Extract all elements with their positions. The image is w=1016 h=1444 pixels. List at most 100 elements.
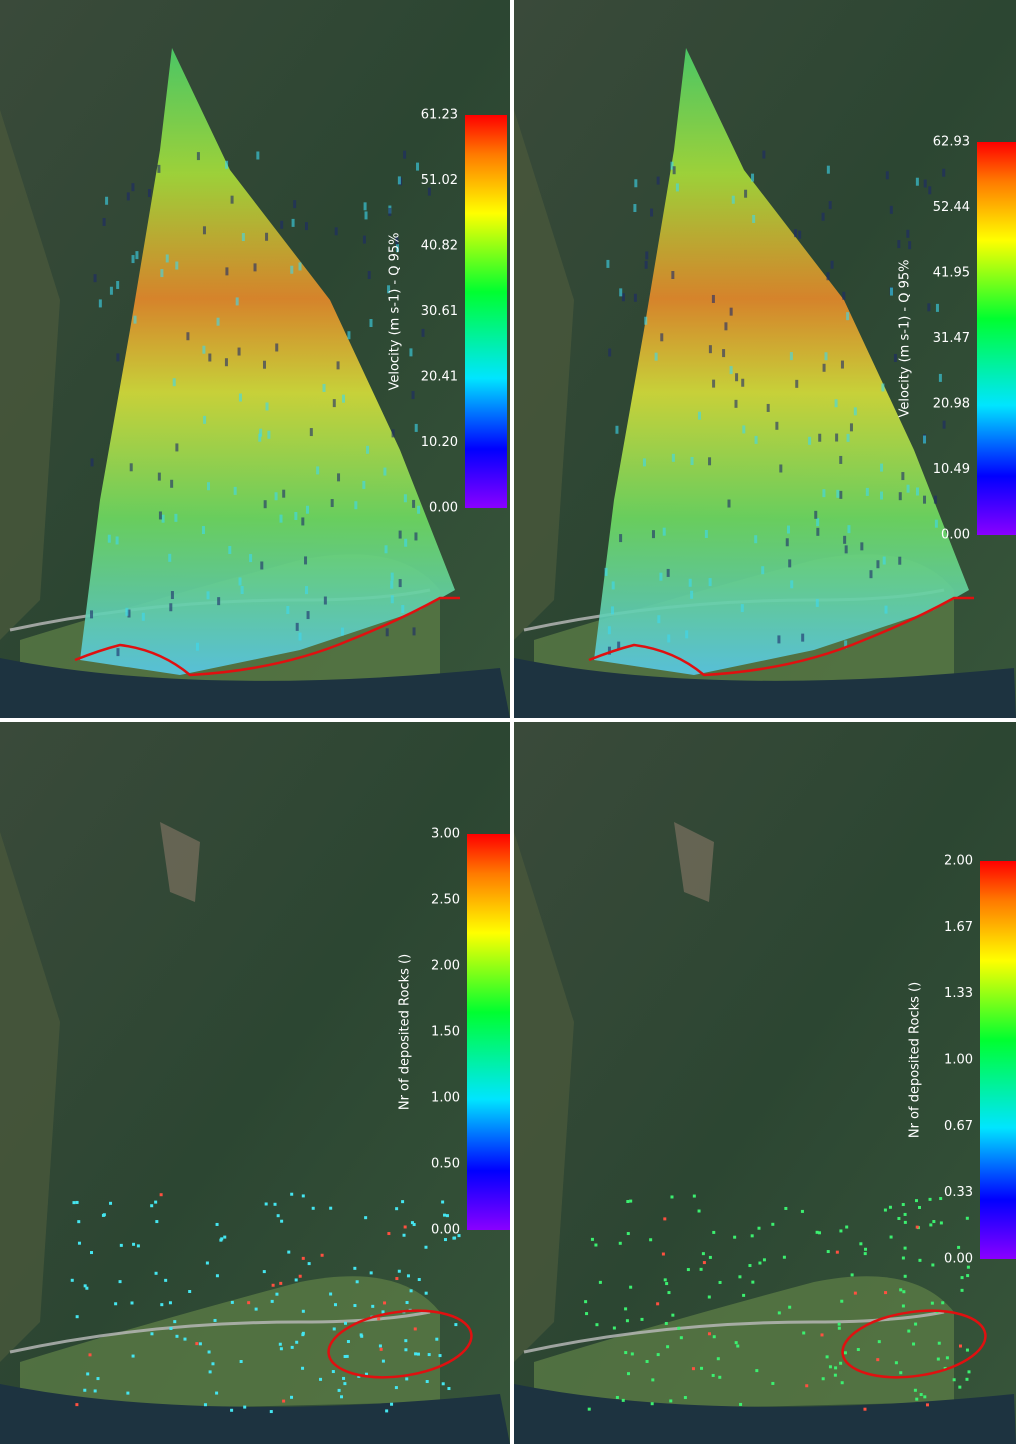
trajectory-cell bbox=[337, 361, 340, 369]
deposit-cell bbox=[700, 1367, 703, 1370]
deposit-cell bbox=[629, 1286, 632, 1289]
trajectory-cell bbox=[94, 274, 97, 282]
deposit-cell bbox=[302, 1332, 305, 1335]
deposit-cell bbox=[413, 1223, 416, 1226]
trajectory-cell bbox=[132, 255, 135, 263]
deposit-cell bbox=[717, 1357, 720, 1360]
deposit-cell bbox=[863, 1408, 866, 1411]
deposit-cell bbox=[188, 1290, 191, 1293]
deposit-cell bbox=[902, 1304, 905, 1307]
trajectory-cell bbox=[160, 269, 163, 277]
deposit-cell bbox=[240, 1360, 243, 1363]
trajectory-cell bbox=[239, 394, 242, 402]
trajectory-cell bbox=[816, 528, 819, 536]
trajectory-cell bbox=[392, 429, 395, 437]
deposit-cell bbox=[920, 1393, 923, 1396]
deposit-cell bbox=[312, 1207, 315, 1210]
deposit-cell bbox=[370, 1271, 373, 1274]
trajectory-cell bbox=[365, 211, 368, 219]
trajectory-cell bbox=[779, 464, 782, 472]
deposit-cell bbox=[265, 1202, 268, 1205]
deposit-cell bbox=[957, 1246, 960, 1249]
trajectory-cell bbox=[225, 161, 228, 169]
trajectory-cell bbox=[242, 233, 245, 241]
deposit-cell bbox=[308, 1262, 311, 1265]
colorbar-title: Velocity (m s-1) - Q 95% bbox=[388, 232, 403, 390]
deposit-cell bbox=[109, 1202, 112, 1205]
deposit-cell bbox=[840, 1300, 843, 1303]
trajectory-cell bbox=[709, 578, 712, 586]
trajectory-cell bbox=[280, 515, 283, 523]
deposit-cell bbox=[738, 1275, 741, 1278]
trajectory-cell bbox=[296, 623, 299, 631]
deposit-cell bbox=[926, 1403, 929, 1406]
deposit-cell bbox=[783, 1256, 786, 1259]
trajectory-cell bbox=[354, 501, 357, 509]
trajectory-cell bbox=[428, 188, 431, 196]
deposit-cell bbox=[76, 1201, 79, 1204]
deposit-cell bbox=[132, 1355, 135, 1358]
colorbar-tick-label: 51.02 bbox=[421, 173, 458, 188]
trajectory-cell bbox=[299, 262, 302, 270]
deposit-cell bbox=[839, 1229, 842, 1232]
deposit-cell bbox=[86, 1372, 89, 1375]
deposit-cell bbox=[94, 1389, 97, 1392]
deposit-cell bbox=[584, 1300, 587, 1303]
trajectory-cell bbox=[787, 526, 790, 534]
trajectory-cell bbox=[207, 591, 210, 599]
deposit-cell bbox=[826, 1355, 829, 1358]
colorbar-tick-label: 0.33 bbox=[944, 1185, 973, 1200]
deposit-cell bbox=[426, 1380, 429, 1383]
trajectory-cell bbox=[290, 266, 293, 274]
deposit-cell bbox=[827, 1250, 830, 1253]
trajectory-cell bbox=[788, 559, 791, 567]
deposit-cell bbox=[428, 1353, 431, 1356]
trajectory-cell bbox=[403, 151, 406, 159]
colorbar-tick-label: 10.49 bbox=[933, 462, 970, 477]
deposit-cell bbox=[343, 1382, 346, 1385]
deposit-cell bbox=[347, 1340, 350, 1343]
trajectory-cell bbox=[608, 349, 611, 357]
deposit-cell bbox=[899, 1371, 902, 1374]
trajectory-cell bbox=[708, 457, 711, 465]
trajectory-cell bbox=[842, 292, 845, 300]
trajectory-cell bbox=[267, 431, 270, 439]
trajectory-cell bbox=[225, 358, 228, 366]
trajectory-cell bbox=[801, 634, 804, 642]
deposit-cell bbox=[280, 1347, 283, 1350]
trajectory-cell bbox=[398, 176, 401, 184]
trajectory-cell bbox=[135, 251, 138, 259]
deposit-cell bbox=[443, 1214, 446, 1217]
trajectory-cell bbox=[897, 240, 900, 248]
trajectory-cell bbox=[657, 177, 660, 185]
trajectory-cell bbox=[816, 599, 819, 607]
deposit-cell bbox=[247, 1301, 250, 1304]
colorbar-tick-label: 62.93 bbox=[933, 135, 970, 150]
trajectory-cell bbox=[825, 352, 828, 360]
deposit-cell bbox=[588, 1408, 591, 1411]
deposit-cell bbox=[904, 1213, 907, 1216]
deposit-cell bbox=[280, 1220, 283, 1223]
deposit-cell bbox=[120, 1244, 123, 1247]
deposit-cell bbox=[379, 1344, 382, 1347]
deposit-cell bbox=[834, 1374, 837, 1377]
panel bbox=[514, 0, 1016, 718]
deposit-cell bbox=[76, 1315, 79, 1318]
trajectory-cell bbox=[254, 263, 257, 271]
trajectory-cell bbox=[652, 530, 655, 538]
trajectory-cell bbox=[752, 215, 755, 223]
trajectory-cell bbox=[936, 304, 939, 312]
deposit-cell bbox=[961, 1289, 964, 1292]
deposit-cell bbox=[403, 1234, 406, 1237]
deposit-cell bbox=[904, 1221, 907, 1224]
deposit-cell bbox=[223, 1236, 226, 1239]
deposit-cell bbox=[845, 1226, 848, 1229]
trajectory-cell bbox=[170, 480, 173, 488]
trajectory-cell bbox=[412, 500, 415, 508]
trajectory-cell bbox=[342, 395, 345, 403]
deposit-cell bbox=[395, 1386, 398, 1389]
deposit-cell bbox=[72, 1201, 75, 1204]
trajectory-cell bbox=[399, 531, 402, 539]
deposit-cell bbox=[195, 1342, 198, 1345]
deposit-cell bbox=[670, 1195, 673, 1198]
